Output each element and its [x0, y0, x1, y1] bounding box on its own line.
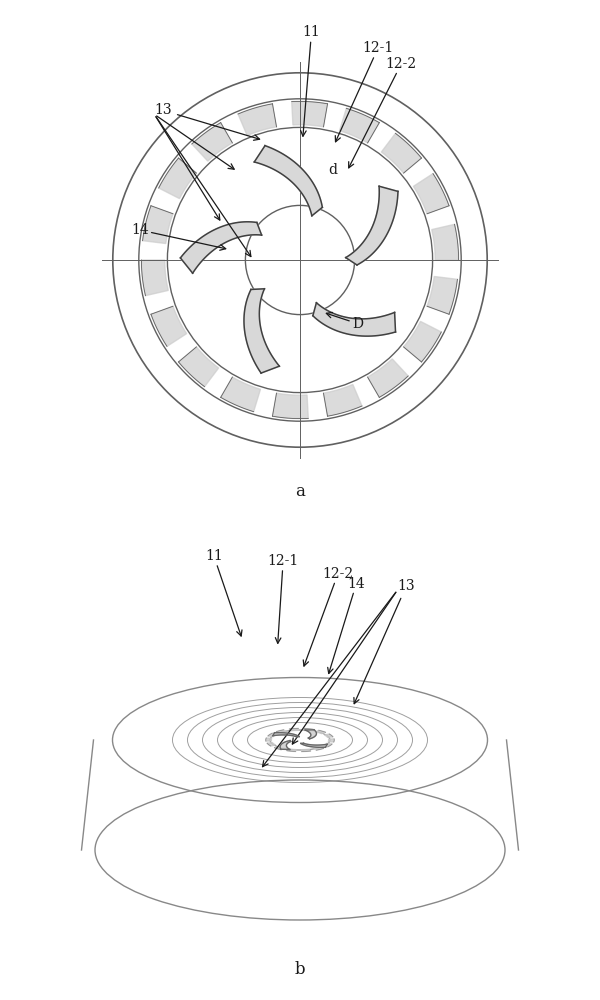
Polygon shape — [143, 206, 173, 244]
Text: 14: 14 — [328, 576, 365, 674]
Polygon shape — [404, 321, 442, 362]
Polygon shape — [244, 289, 280, 373]
Text: 12-2: 12-2 — [303, 566, 353, 666]
Polygon shape — [238, 104, 277, 136]
Polygon shape — [340, 108, 379, 143]
Polygon shape — [276, 730, 286, 733]
Polygon shape — [192, 123, 232, 161]
Text: 12-1: 12-1 — [268, 554, 299, 643]
Polygon shape — [280, 741, 291, 750]
Text: 12-2: 12-2 — [349, 57, 417, 168]
Text: 11: 11 — [205, 549, 242, 636]
Polygon shape — [328, 739, 334, 742]
Polygon shape — [325, 734, 333, 737]
Polygon shape — [272, 393, 308, 419]
Polygon shape — [287, 749, 296, 751]
Polygon shape — [305, 730, 316, 739]
Polygon shape — [181, 222, 262, 273]
Polygon shape — [346, 186, 398, 265]
Polygon shape — [314, 747, 324, 750]
Polygon shape — [316, 730, 326, 734]
Polygon shape — [292, 101, 328, 127]
Polygon shape — [301, 749, 311, 752]
Polygon shape — [432, 224, 458, 260]
Polygon shape — [304, 729, 313, 731]
Polygon shape — [273, 733, 299, 737]
Polygon shape — [323, 384, 362, 416]
Polygon shape — [266, 738, 272, 741]
Text: 12-1: 12-1 — [335, 41, 394, 142]
Polygon shape — [221, 377, 260, 412]
Polygon shape — [382, 133, 421, 173]
Text: 14: 14 — [131, 223, 226, 250]
Polygon shape — [254, 146, 322, 216]
Polygon shape — [158, 158, 196, 199]
Text: d: d — [329, 163, 338, 177]
Polygon shape — [179, 347, 218, 387]
Polygon shape — [301, 743, 327, 747]
Polygon shape — [368, 359, 408, 397]
Polygon shape — [274, 746, 284, 750]
Polygon shape — [313, 303, 395, 336]
Polygon shape — [142, 260, 168, 296]
Polygon shape — [289, 728, 299, 731]
Polygon shape — [413, 174, 449, 214]
Polygon shape — [268, 733, 277, 737]
Text: 13: 13 — [354, 579, 415, 704]
Text: 13: 13 — [154, 103, 260, 140]
Polygon shape — [427, 276, 457, 314]
Text: D: D — [326, 312, 363, 331]
Text: a: a — [295, 483, 305, 500]
Text: b: b — [295, 962, 305, 978]
Polygon shape — [151, 306, 187, 346]
Polygon shape — [267, 743, 275, 746]
Text: 11: 11 — [301, 25, 320, 136]
Polygon shape — [323, 743, 332, 747]
